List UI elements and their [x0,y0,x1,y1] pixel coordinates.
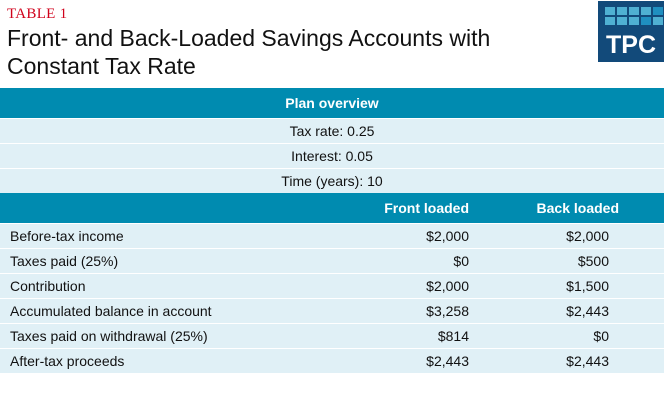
table-row: After-tax proceeds $2,443 $2,443 [0,348,664,373]
table-row: Before-tax income $2,000 $2,000 [0,223,664,249]
overview-heading: Plan overview [0,88,664,119]
back-value: $2,443 [469,348,664,373]
row-label: Before-tax income [0,223,329,249]
table-label: TABLE 1 [7,6,68,22]
front-value: $2,443 [329,348,469,373]
front-value: $814 [329,323,469,349]
front-value: $3,258 [329,298,469,324]
front-value: $0 [329,248,469,274]
back-value: $0 [469,323,664,349]
savings-table: Plan overview Tax rate: 0.25 Interest: 0… [0,88,664,373]
table-row: Accumulated balance in account $3,258 $2,4… [0,298,664,324]
front-value: $2,000 [329,273,469,299]
table-row: Taxes paid on withdrawal (25%) $814 $0 [0,323,664,349]
tpc-logo: TPC [598,1,664,62]
back-value: $2,000 [469,223,664,249]
back-value: $500 [469,248,664,274]
back-value: $2,443 [469,298,664,324]
row-label: After-tax proceeds [0,348,329,373]
back-value: $1,500 [469,273,664,299]
row-label: Accumulated balance in account [0,298,329,324]
table-row: Contribution $2,000 $1,500 [0,273,664,299]
column-header [0,193,329,224]
page-title: Front- and Back-Loaded Savings Accounts … [7,25,491,79]
column-header-front: Front loaded [329,193,469,224]
overview-item: Time (years): 10 [0,168,664,193]
logo-grid-icon [605,7,663,25]
front-value: $2,000 [329,223,469,249]
row-label: Contribution [0,273,329,299]
row-label: Taxes paid on withdrawal (25%) [0,323,329,349]
column-header-back: Back loaded [469,193,664,224]
row-label: Taxes paid (25%) [0,248,329,274]
overview-item: Interest: 0.05 [0,143,664,169]
overview-item: Tax rate: 0.25 [0,118,664,144]
logo-text: TPC [606,31,656,59]
table-row: Taxes paid (25%) $0 $500 [0,248,664,274]
